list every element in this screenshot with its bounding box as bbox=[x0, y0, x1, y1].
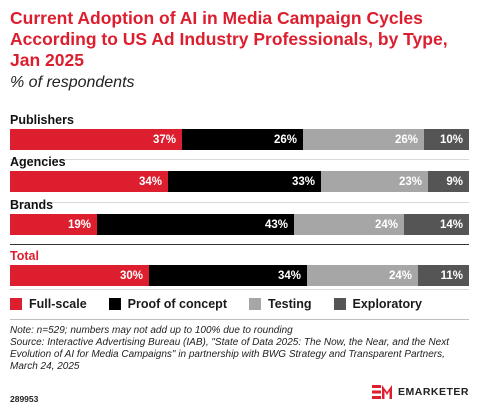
chart-title: Current Adoption of AI in Media Campaign… bbox=[10, 8, 448, 70]
data-label: 24% bbox=[374, 218, 398, 231]
note-text: Note: n=529; numbers may not add up to 1… bbox=[10, 325, 293, 336]
legend-item-exploratory: Exploratory bbox=[333, 297, 422, 311]
data-label: 23% bbox=[398, 175, 422, 188]
legend-label: Proof of concept bbox=[127, 297, 227, 311]
bar-segment-full-scale: 30% bbox=[10, 265, 149, 286]
data-label: 26% bbox=[394, 133, 418, 146]
brand-name: EMARKETER bbox=[397, 386, 469, 398]
row-divider bbox=[10, 202, 469, 203]
legend-item-full-scale: Full-scale bbox=[10, 297, 87, 311]
bar-segment-proof-of-concept: 43% bbox=[97, 214, 294, 235]
chart-id: 289953 bbox=[10, 394, 39, 404]
bar-segment-exploratory: 10% bbox=[424, 129, 469, 150]
bar-row: 30% 34% 24% 11% bbox=[10, 265, 469, 286]
data-label: 19% bbox=[67, 218, 91, 231]
data-label: 34% bbox=[277, 269, 301, 282]
bar-row: 34% 33% 23% 9% bbox=[10, 171, 469, 192]
legend-label: Full-scale bbox=[29, 297, 87, 311]
legend-label: Testing bbox=[267, 297, 312, 311]
legend-swatch bbox=[333, 298, 346, 310]
bar-segment-exploratory: 14% bbox=[404, 214, 469, 235]
bar-row: 37% 26% 26% 10% bbox=[10, 129, 469, 150]
legend-label: Exploratory bbox=[352, 297, 422, 311]
bar-segment-full-scale: 34% bbox=[10, 171, 168, 192]
data-label: 34% bbox=[138, 175, 162, 188]
chart-legend: Full-scale Proof of concept Testing Explora… bbox=[10, 297, 444, 311]
legend-swatch bbox=[10, 298, 22, 310]
emarketer-logo: EMARKETER bbox=[371, 385, 469, 399]
category-label: Total bbox=[10, 249, 39, 263]
chart-subtitle: % of respondents bbox=[10, 74, 135, 91]
row-divider bbox=[10, 159, 469, 160]
bar-segment-proof-of-concept: 33% bbox=[168, 171, 321, 192]
bar-row: 19% 43% 24% 14% bbox=[10, 214, 469, 235]
bar-segment-exploratory: 9% bbox=[428, 171, 469, 192]
data-label: 43% bbox=[264, 218, 288, 231]
source-text: Source: Interactive Advertising Bureau (… bbox=[10, 337, 449, 372]
data-label: 33% bbox=[291, 175, 315, 188]
row-divider bbox=[10, 244, 469, 245]
data-label: 14% bbox=[439, 218, 463, 231]
bar-segment-testing: 24% bbox=[294, 214, 404, 235]
bar-segment-proof-of-concept: 26% bbox=[182, 129, 303, 150]
bar-segment-testing: 23% bbox=[321, 171, 428, 192]
data-label: 10% bbox=[439, 133, 463, 146]
bar-segment-full-scale: 37% bbox=[10, 129, 182, 150]
bar-segment-testing: 24% bbox=[307, 265, 418, 286]
row-divider bbox=[10, 289, 469, 290]
legend-item-proof-of-concept: Proof of concept bbox=[108, 297, 227, 311]
data-label: 37% bbox=[152, 133, 176, 146]
category-label: Brands bbox=[10, 198, 54, 212]
footer-divider bbox=[10, 319, 469, 320]
bar-segment-exploratory: 11% bbox=[418, 265, 469, 286]
data-label: 30% bbox=[119, 269, 143, 282]
data-label: 11% bbox=[440, 269, 463, 282]
data-label: 9% bbox=[446, 175, 463, 188]
bar-segment-full-scale: 19% bbox=[10, 214, 97, 235]
chart-notes: Note: n=529; numbers may not add up to 1… bbox=[10, 325, 472, 373]
bar-segment-proof-of-concept: 34% bbox=[149, 265, 307, 286]
legend-swatch bbox=[108, 298, 121, 310]
data-label: 24% bbox=[388, 269, 412, 282]
legend-item-testing: Testing bbox=[248, 297, 312, 311]
bar-segment-testing: 26% bbox=[303, 129, 424, 150]
emarketer-logo-icon bbox=[371, 385, 392, 399]
category-label: Agencies bbox=[10, 155, 66, 169]
legend-swatch bbox=[248, 298, 261, 310]
data-label: 26% bbox=[273, 133, 297, 146]
category-label: Publishers bbox=[10, 113, 74, 127]
